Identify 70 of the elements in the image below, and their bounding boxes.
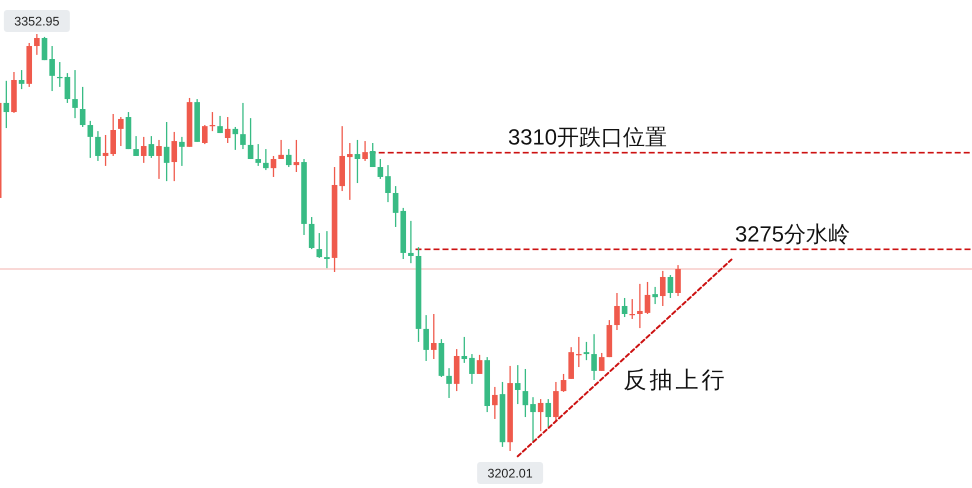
candlestick — [232, 126, 238, 151]
candlestick — [362, 140, 368, 162]
candlestick — [637, 283, 643, 329]
candlestick — [530, 396, 536, 443]
candlestick — [644, 281, 650, 315]
candlestick — [591, 334, 597, 381]
candlestick — [224, 116, 230, 144]
candlestick — [294, 139, 300, 173]
candlestick — [248, 117, 254, 160]
candlestick — [446, 367, 452, 399]
candlestick — [522, 368, 528, 418]
candlestick — [95, 130, 101, 162]
candlestick — [255, 143, 262, 167]
candlestick — [378, 158, 384, 180]
candlestick — [423, 314, 429, 362]
candlestick — [538, 398, 544, 432]
annotation: 反抽上行 — [623, 368, 728, 393]
candlestick — [49, 45, 55, 92]
candlestick — [622, 297, 628, 318]
candlestick — [278, 139, 284, 160]
candlestick — [18, 69, 24, 90]
candlestick — [156, 139, 162, 180]
candlestick — [430, 313, 437, 360]
candlestick — [492, 386, 498, 420]
candlestick — [576, 336, 582, 368]
candlestick — [354, 139, 360, 184]
candlestick — [347, 142, 353, 201]
candlestick — [668, 274, 674, 299]
candlestick — [370, 142, 376, 168]
candlestick — [660, 270, 666, 307]
candlestick — [286, 148, 292, 168]
annotation: 3352.95 — [14, 14, 60, 28]
candlestick — [270, 155, 276, 178]
candlestick — [240, 102, 246, 150]
candlestick — [72, 69, 78, 119]
candlestick — [164, 121, 170, 182]
candlestick — [171, 131, 178, 182]
candlestick — [476, 354, 482, 375]
candlestick — [598, 352, 605, 372]
candlestick — [42, 36, 48, 61]
ref-line-label: 3275分水岭 — [735, 221, 850, 246]
candlestick — [316, 232, 322, 259]
candlestick — [80, 86, 86, 128]
candlestick — [4, 80, 10, 129]
candlestick — [614, 292, 620, 331]
candlestick — [87, 120, 94, 159]
candlestick — [469, 353, 475, 385]
candlestick — [462, 336, 468, 364]
annotation: 3202.01 — [488, 466, 533, 480]
candlestick — [140, 136, 147, 164]
candlestick — [392, 185, 398, 228]
candlestick — [179, 136, 185, 167]
candlestick — [34, 33, 40, 56]
candlestick — [584, 341, 590, 361]
candlestick — [64, 72, 70, 104]
candlestick — [118, 116, 124, 147]
candlestick — [545, 398, 552, 428]
candlestick — [560, 373, 566, 393]
candlestick — [102, 134, 108, 167]
candlestick — [202, 124, 208, 145]
candlestick — [408, 220, 414, 264]
candlestick — [652, 286, 658, 305]
candlestick — [217, 115, 223, 134]
candlestick — [514, 364, 521, 405]
candlestick — [148, 135, 154, 159]
candlestick — [385, 164, 391, 203]
candlestick — [133, 135, 139, 157]
candlestick — [324, 230, 330, 269]
ref-line-label: 3310开跌口位置 — [508, 124, 667, 150]
candlestick — [263, 148, 269, 171]
